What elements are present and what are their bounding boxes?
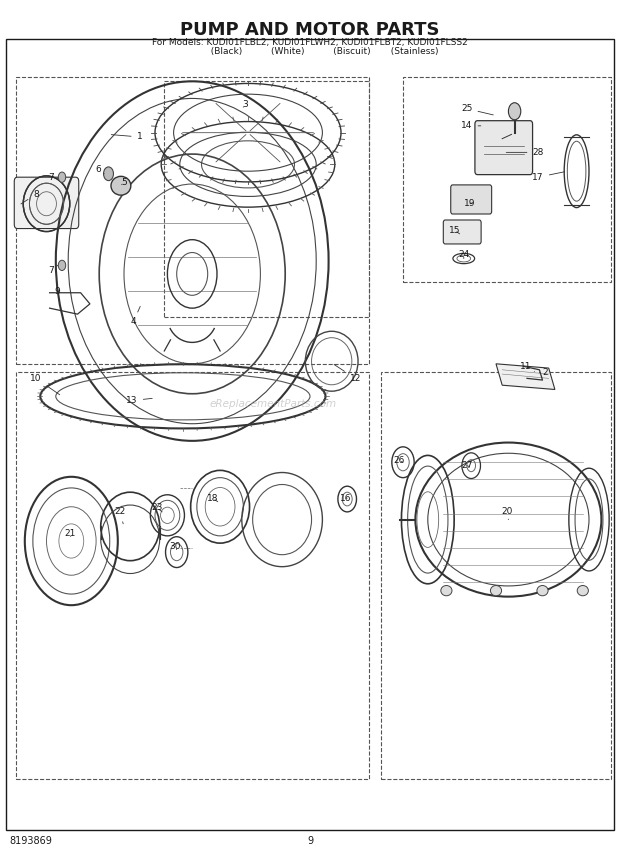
Bar bbox=[403, 77, 611, 282]
Bar bbox=[16, 372, 369, 779]
Text: 8193869: 8193869 bbox=[9, 835, 53, 846]
Ellipse shape bbox=[111, 176, 131, 195]
Text: 13: 13 bbox=[126, 396, 153, 405]
Circle shape bbox=[58, 260, 66, 270]
Text: 7: 7 bbox=[48, 173, 58, 181]
FancyBboxPatch shape bbox=[475, 121, 533, 175]
Text: For Models: KUDI01FLBL2, KUDI01FLWH2, KUDI01FLBT2, KUDI01FLSS2: For Models: KUDI01FLBL2, KUDI01FLWH2, KU… bbox=[152, 39, 468, 47]
FancyBboxPatch shape bbox=[451, 185, 492, 214]
Text: 1: 1 bbox=[111, 133, 143, 141]
Text: 10: 10 bbox=[30, 374, 60, 395]
Text: PUMP AND MOTOR PARTS: PUMP AND MOTOR PARTS bbox=[180, 21, 440, 39]
Ellipse shape bbox=[537, 586, 548, 596]
Text: 28: 28 bbox=[506, 148, 544, 157]
Text: 23: 23 bbox=[151, 503, 162, 512]
Bar bbox=[381, 372, 611, 779]
Bar bbox=[16, 77, 369, 364]
Text: 26: 26 bbox=[393, 456, 404, 465]
Text: eReplacementParts.com: eReplacementParts.com bbox=[209, 399, 337, 409]
Ellipse shape bbox=[490, 586, 502, 596]
Polygon shape bbox=[496, 364, 555, 389]
Ellipse shape bbox=[441, 586, 452, 596]
Text: 9: 9 bbox=[55, 287, 61, 299]
Text: (Black)          (White)          (Biscuit)       (Stainless): (Black) (White) (Biscuit) (Stainless) bbox=[182, 47, 438, 56]
Text: 30: 30 bbox=[170, 542, 181, 550]
Circle shape bbox=[508, 103, 521, 120]
Text: 3: 3 bbox=[242, 100, 248, 109]
Text: 27: 27 bbox=[461, 461, 472, 470]
Text: 2: 2 bbox=[539, 368, 549, 377]
Text: 6: 6 bbox=[95, 165, 104, 174]
Bar bbox=[164, 81, 369, 317]
Text: 5: 5 bbox=[121, 178, 127, 187]
Text: 11: 11 bbox=[520, 362, 534, 372]
Text: 25: 25 bbox=[461, 104, 494, 115]
Text: 19: 19 bbox=[464, 199, 476, 208]
Circle shape bbox=[104, 167, 113, 181]
Circle shape bbox=[58, 172, 66, 182]
Text: 15: 15 bbox=[449, 226, 460, 235]
Text: 21: 21 bbox=[64, 529, 76, 538]
Text: 12: 12 bbox=[334, 365, 361, 383]
FancyBboxPatch shape bbox=[14, 177, 79, 229]
Text: 14: 14 bbox=[461, 122, 481, 130]
Text: 4: 4 bbox=[130, 306, 140, 326]
Text: 22: 22 bbox=[114, 508, 125, 524]
Text: 16: 16 bbox=[340, 494, 352, 502]
Text: 7: 7 bbox=[48, 265, 58, 275]
Ellipse shape bbox=[577, 586, 588, 596]
Text: 20: 20 bbox=[502, 508, 513, 520]
Text: 8: 8 bbox=[21, 190, 39, 204]
Text: 9: 9 bbox=[307, 835, 313, 846]
Text: 17: 17 bbox=[533, 172, 565, 181]
Text: 18: 18 bbox=[207, 494, 218, 502]
Text: 24: 24 bbox=[458, 250, 469, 259]
FancyBboxPatch shape bbox=[443, 220, 481, 244]
